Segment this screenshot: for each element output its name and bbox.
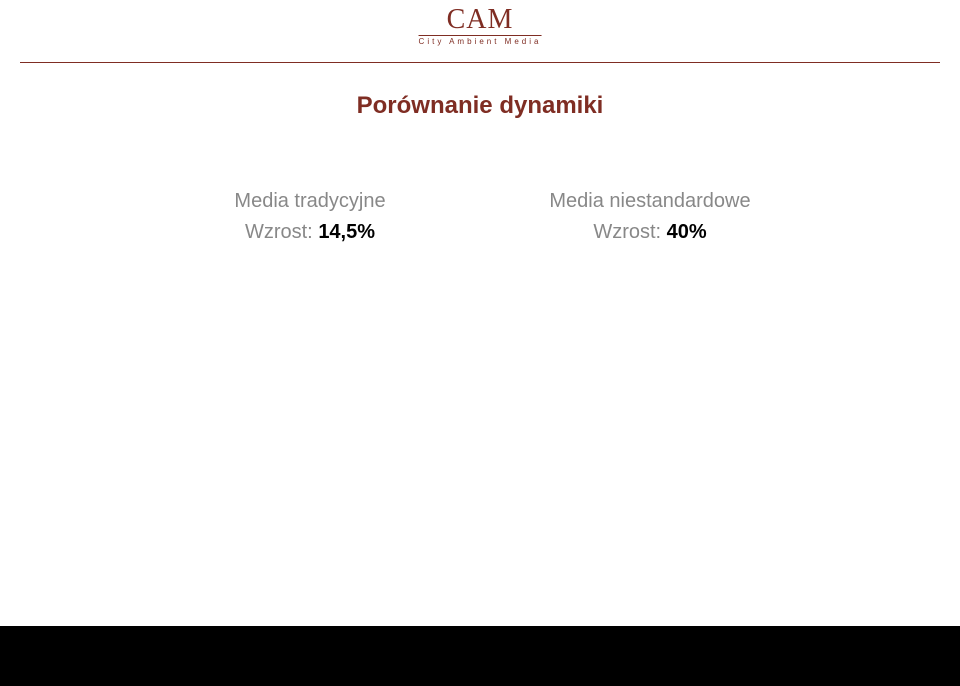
brand-logo-text: CAM (419, 6, 542, 34)
column-right-heading: Media niestandardowe (480, 190, 820, 213)
brand-logo: CAM City Ambient Media (419, 6, 542, 46)
slide-page: CAM City Ambient Media Porównanie dynami… (0, 0, 960, 686)
column-right-value-label: Wzrost: (593, 221, 666, 243)
column-right-value-line: Wzrost: 40% (480, 221, 820, 244)
column-right: Media niestandardowe Wzrost: 40% (480, 190, 820, 244)
brand-logo-underline (419, 35, 542, 36)
header-divider (20, 62, 940, 63)
brand-logo-subtext: City Ambient Media (419, 38, 542, 46)
column-left-heading: Media tradycyjne (140, 190, 480, 213)
column-left-value-line: Wzrost: 14,5% (140, 221, 480, 244)
comparison-columns: Media tradycyjne Wzrost: 14,5% Media nie… (0, 190, 960, 244)
column-left: Media tradycyjne Wzrost: 14,5% (140, 190, 480, 244)
column-right-value-number: 40% (667, 221, 707, 243)
column-left-value-number: 14,5% (318, 221, 375, 243)
footer-bar (0, 626, 960, 686)
column-left-value-label: Wzrost: (245, 221, 318, 243)
slide-title: Porównanie dynamiki (0, 92, 960, 120)
